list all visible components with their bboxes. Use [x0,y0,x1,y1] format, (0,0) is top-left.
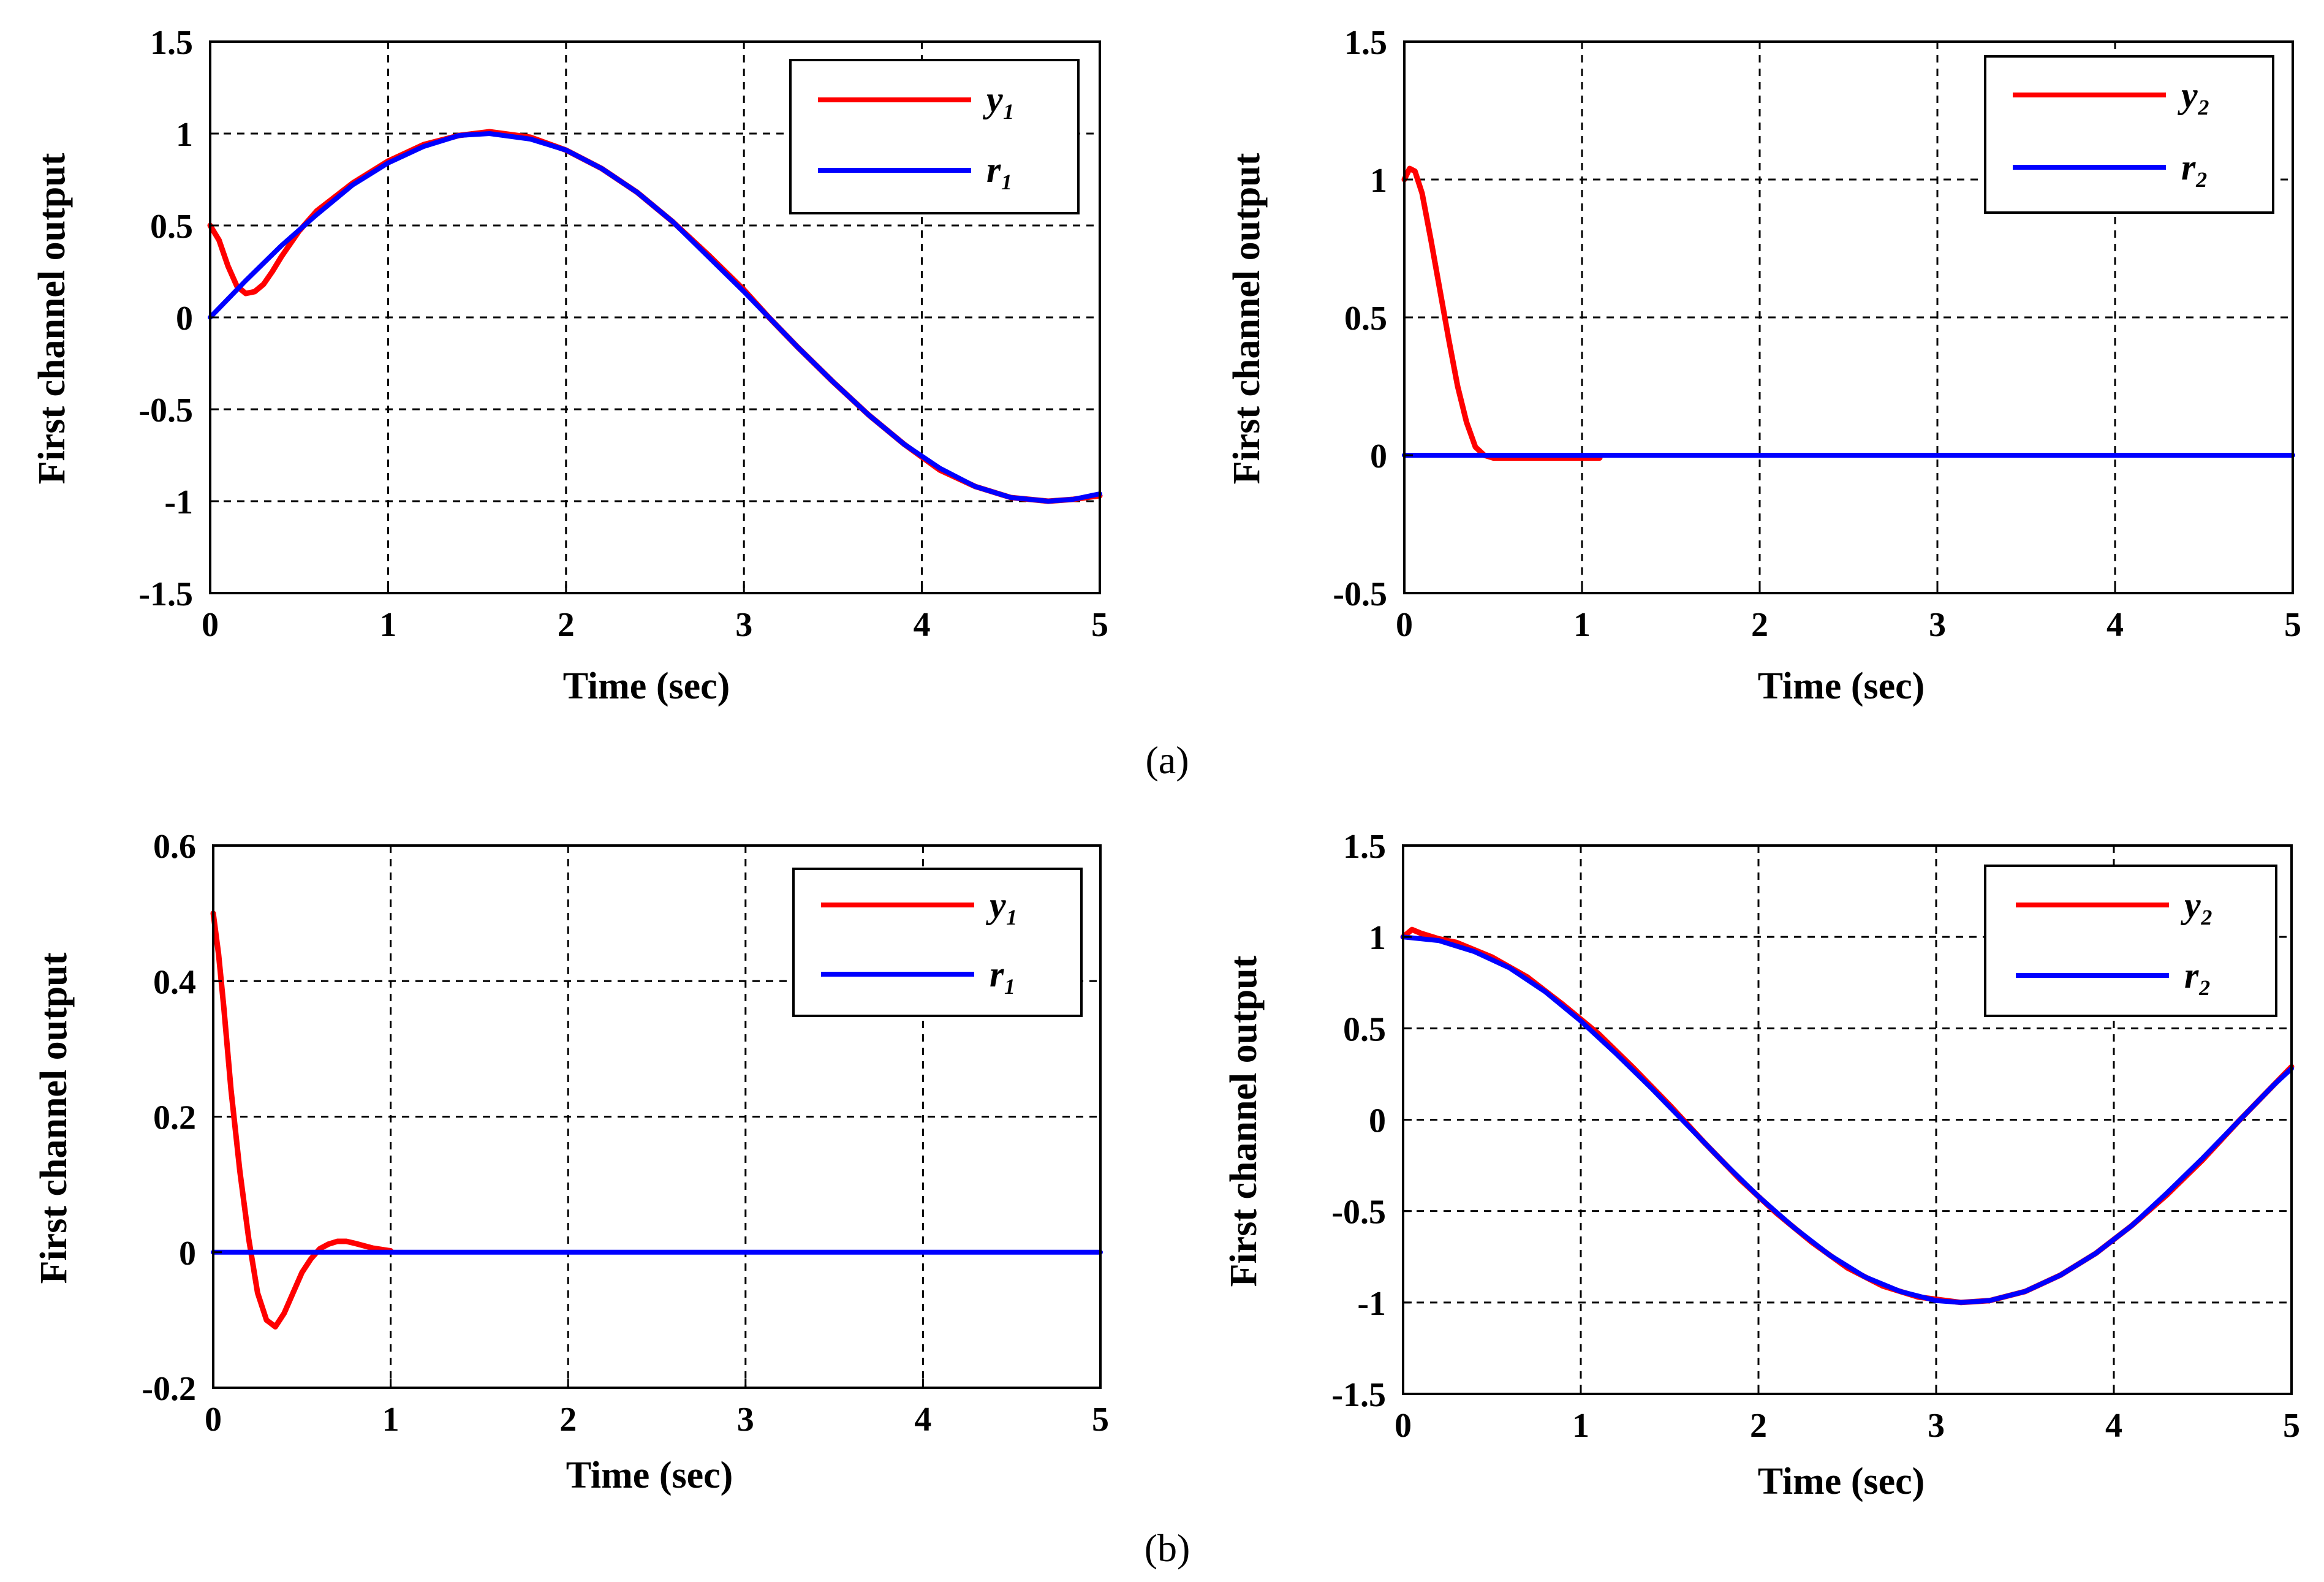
x-tick-label: 4 [2106,606,2124,644]
legend-label-r1: r₁ [990,954,1016,994]
x-tick-label: 2 [1751,606,1768,644]
x-tick-label: 5 [1092,1401,1109,1439]
y-tick-label: -1 [164,483,193,521]
legend-box [1984,865,2277,1017]
y-tick-label: -0.2 [142,1370,196,1408]
legend-label-y1: y₁ [986,885,1019,925]
y-tick-label: -1.5 [138,575,193,613]
y-tick-label: 0.4 [153,963,196,1001]
x-tick-label: 4 [914,606,931,644]
legend-box [792,868,1083,1017]
chart-a-left: First channel output Time (sec) 0 1 2 3 4 5 -1… [31,24,1108,707]
x-tick-label: 5 [2283,1407,2300,1445]
x-tick-label: 1 [1572,1407,1589,1445]
y-tick-label: 0.5 [1343,1010,1386,1048]
y-tick-label: -0.5 [1333,575,1387,613]
y-tick-label: 1 [176,116,193,154]
chart-b-right: First channel output Time (sec) 0 1 2 3 4 5 -1… [1223,828,2300,1502]
y-tick-label: 0 [1369,1102,1386,1140]
y-tick-label: -1 [1357,1285,1386,1323]
legend-box [789,59,1080,214]
y-tick-label: -0.5 [138,392,193,430]
legend-label-r2: r₂ [2184,955,2211,996]
x-tick-label: 0 [1396,606,1413,644]
legend: y₁ r₁ [789,59,1080,214]
legend-label-r1: r₁ [986,149,1013,190]
caption-a: (a) [1145,738,1189,782]
y-tick-label: 1.5 [1343,828,1386,866]
legend: y₂ r₂ [1984,865,2277,1017]
y-tick-label: -1.5 [1331,1376,1386,1414]
legend-box [1984,55,2274,214]
x-tick-label: 4 [914,1401,931,1439]
y-tick-label: 0 [179,1235,196,1273]
x-tick-label: 3 [1929,606,1946,644]
y-tick-label: 1.5 [1344,24,1387,62]
series-line-reference [1401,934,2294,1305]
chart-b-left: First channel output Time (sec) 0 1 2 3 4 5 -0… [33,828,1109,1496]
y-axis-label: First channel output [1223,955,1265,1287]
y-tick-label: 0 [176,300,193,338]
y-tick-label: 0.2 [153,1099,196,1137]
x-tick-label: 3 [735,606,752,644]
y-axis-label: First channel output [1226,153,1268,484]
x-tick-label: 1 [379,606,396,644]
x-tick-label: 1 [382,1401,399,1439]
y-tick-label: 0.5 [1344,300,1387,338]
y-tick-label: 1.5 [150,24,193,62]
legend-label-y2: y₂ [2181,885,2214,925]
x-axis-label: Time (sec) [1758,1461,1925,1502]
x-tick-label: 4 [2105,1407,2122,1445]
y-tick-label: 1 [1370,162,1387,200]
x-tick-label: 1 [1573,606,1591,644]
x-tick-label: 2 [1750,1407,1767,1445]
caption-b: (b) [1145,1526,1190,1570]
x-axis-label: Time (sec) [1758,665,1925,707]
y-tick-label: 0 [1370,437,1387,475]
y-axis-label: First channel output [31,153,73,484]
x-tick-label: 3 [1928,1407,1945,1445]
x-tick-label: 0 [205,1401,222,1439]
x-axis-label: Time (sec) [563,665,730,707]
x-tick-label: 5 [1091,606,1108,644]
y-tick-label: -0.5 [1331,1194,1386,1232]
x-tick-label: 0 [202,606,219,644]
x-tick-label: 3 [737,1401,754,1439]
series-line-output [1401,165,1603,461]
plot-area: 0 1 2 3 4 5-0.200.20.40.6 [142,828,1109,1439]
x-tick-label: 0 [1395,1407,1412,1445]
y-tick-label: 0.6 [153,828,196,866]
x-tick-label: 2 [559,1401,577,1439]
chart-a-right: First channel output Time (sec) 0 1 2 3 4 5 -0… [1226,24,2301,707]
y-axis-label: First channel output [33,952,75,1284]
x-tick-label: 5 [2284,606,2301,644]
series-line-output [210,910,394,1330]
x-axis-label: Time (sec) [566,1455,733,1496]
y-tick-label: 1 [1369,919,1386,957]
legend-label-r2: r₂ [2181,147,2208,187]
series-line-reference [208,131,1102,504]
x-tick-label: 2 [558,606,575,644]
legend-label-y1: y₁ [983,79,1016,119]
legend-label-y2: y₂ [2178,75,2211,115]
legend: y₁ r₁ [792,868,1083,1017]
y-tick-label: 0.5 [150,208,193,246]
legend: y₂ r₂ [1984,55,2274,214]
